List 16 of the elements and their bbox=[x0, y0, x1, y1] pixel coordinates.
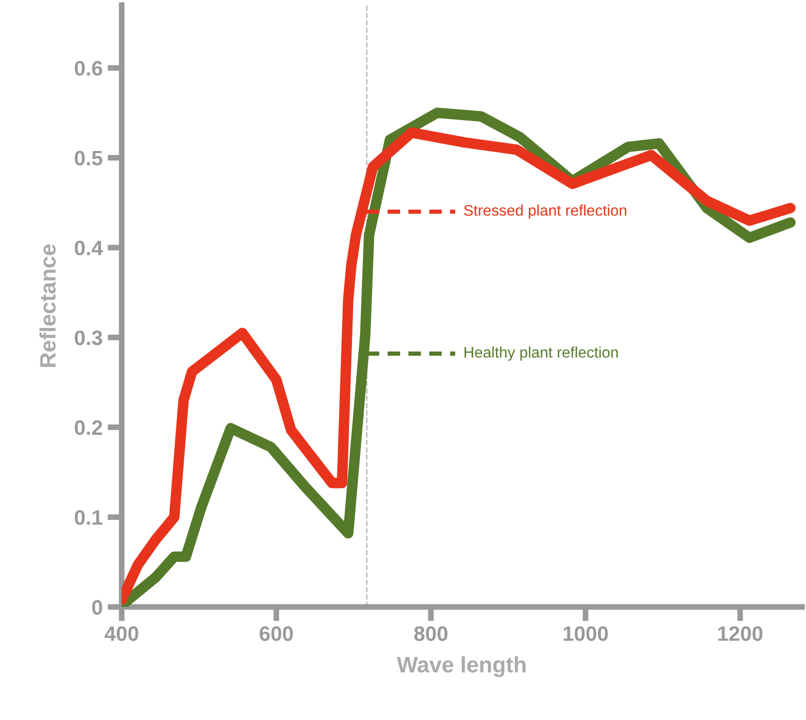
annotation: Stressed plant reflection bbox=[464, 204, 626, 219]
x-tick-label: 1200 bbox=[718, 626, 762, 642]
y-tick-label: 0.3 bbox=[74, 330, 102, 346]
y-tick-label: 0.5 bbox=[74, 150, 102, 166]
x-tick-label: 400 bbox=[104, 626, 138, 642]
x-axis-title: Wave length bbox=[396, 656, 526, 678]
x-tick-label: 1000 bbox=[564, 626, 608, 642]
y-tick-label: 0.6 bbox=[74, 60, 102, 76]
y-tick-label: 0 bbox=[92, 600, 102, 615]
x-tick-label: 800 bbox=[414, 626, 448, 642]
x-tick-label: 600 bbox=[260, 626, 293, 642]
y-tick-label: 0.2 bbox=[74, 420, 102, 436]
y-axis-title: Reflectance bbox=[39, 244, 56, 367]
y-tick-label: 0.4 bbox=[74, 240, 103, 256]
annotation: Healthy plant reflection bbox=[464, 346, 618, 361]
y-tick-label: 0.1 bbox=[74, 510, 102, 525]
